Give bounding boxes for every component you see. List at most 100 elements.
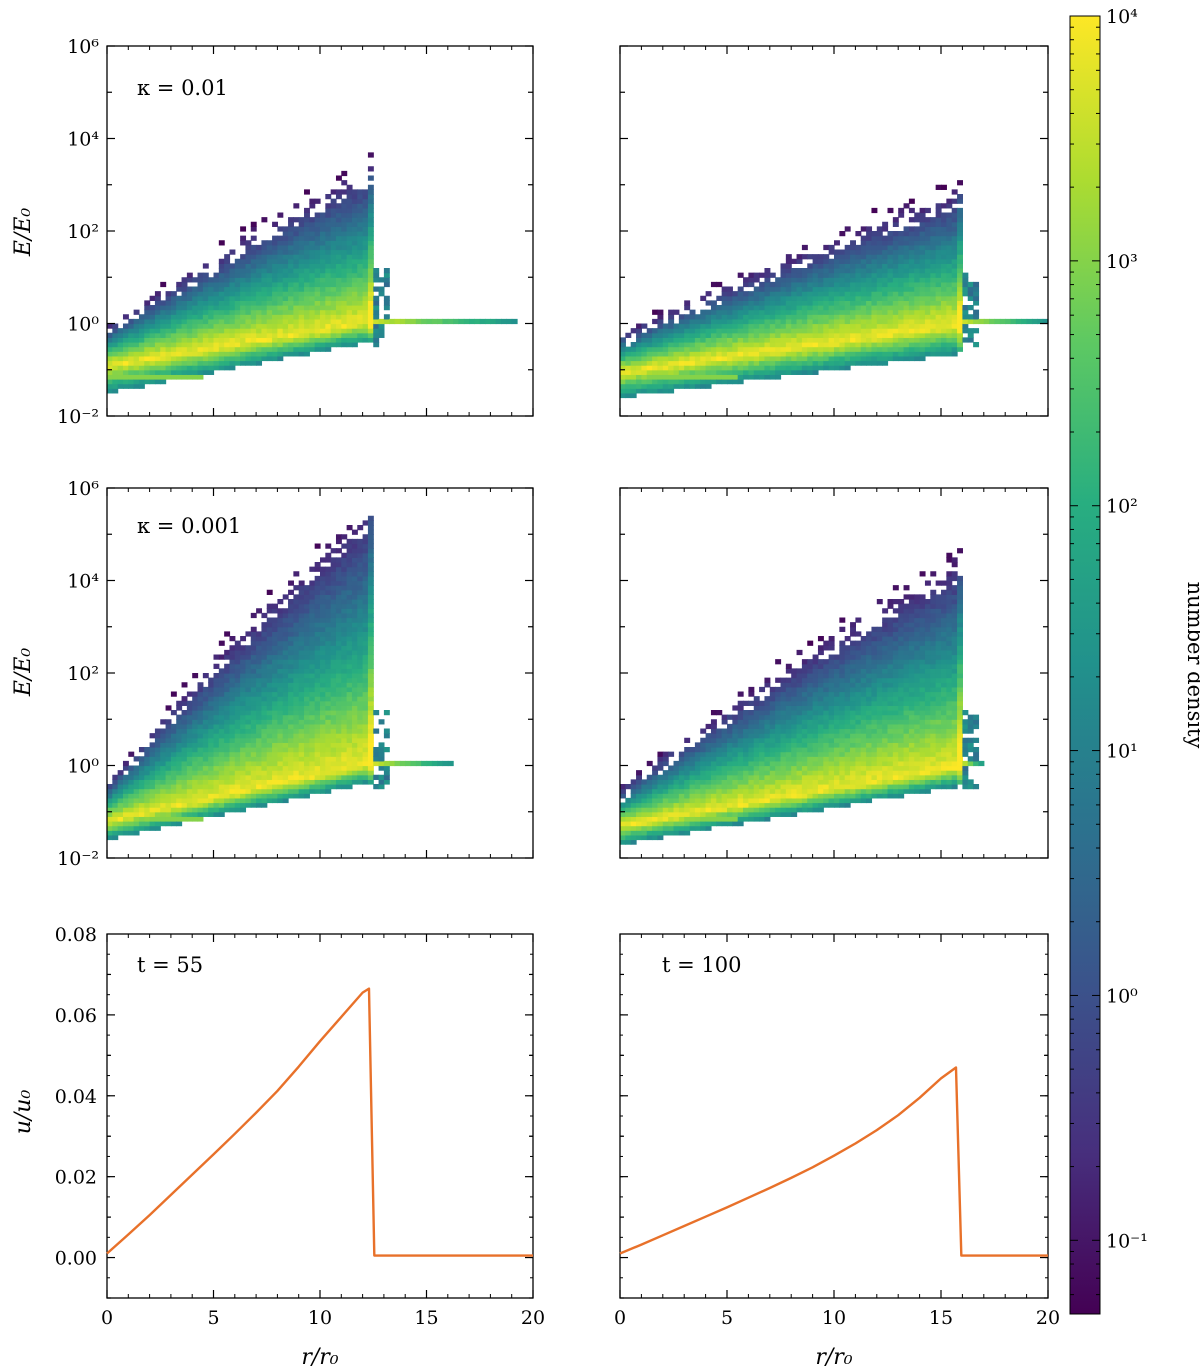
heatmap-cell [330, 649, 337, 656]
heatmap-cell [367, 747, 374, 753]
heatmap-cell [144, 369, 151, 375]
heatmap-cell [298, 677, 305, 683]
heatmap-cell [646, 351, 653, 357]
heatmap-cell [261, 756, 268, 762]
heatmap-cell [224, 682, 231, 688]
heatmap-cell [218, 291, 225, 297]
heatmap-cell [935, 268, 942, 274]
heatmap-cell [935, 281, 942, 288]
heatmap-cell [860, 342, 867, 348]
heatmap-cell [716, 355, 723, 362]
heatmap-cell [636, 369, 642, 375]
heatmap-cell [160, 821, 167, 827]
heatmap-cell [791, 281, 798, 288]
heatmap-cell [288, 281, 294, 288]
heatmap-cell [620, 821, 626, 827]
heatmap-cell [309, 314, 316, 320]
heatmap-cell [914, 281, 921, 288]
heatmap-cell [208, 691, 215, 697]
heatmap-cell [710, 365, 717, 371]
heatmap-cell [122, 816, 129, 822]
heatmap-cell [282, 710, 289, 716]
heatmap-cell [144, 807, 151, 813]
heatmap-cell [298, 314, 305, 320]
heatmap-cell [367, 538, 374, 545]
heatmap-cell [721, 332, 728, 338]
heatmap-cell [202, 323, 209, 329]
heatmap-cell [903, 314, 910, 320]
heatmap-cell [367, 612, 374, 619]
heatmap-cell [823, 295, 830, 301]
heatmap-cell [914, 240, 921, 246]
heatmap-cell [860, 281, 867, 288]
heatmap-cell [914, 217, 921, 223]
heatmap-cell [229, 663, 236, 669]
heatmap-cell [245, 733, 252, 739]
heatmap-cell [678, 351, 685, 357]
heatmap-cell [309, 760, 316, 767]
heatmap-cell [919, 337, 926, 343]
heatmap-cell [234, 677, 241, 683]
heatmap-cell [898, 351, 905, 357]
heatmap-cell [272, 705, 278, 711]
heatmap-cell [325, 640, 332, 646]
heatmap-cell [309, 747, 316, 753]
heatmap-cell [330, 751, 337, 757]
heatmap-cell [941, 217, 947, 223]
heatmap-cell [834, 342, 840, 348]
heatmap-cell [144, 774, 151, 780]
heatmap-cell [957, 207, 963, 214]
heatmap-cell [935, 231, 942, 237]
heatmap-cell [149, 747, 156, 753]
heatmap-cell [646, 830, 653, 836]
heatmap-cell [378, 765, 385, 771]
heatmap-cell [133, 351, 140, 357]
heatmap-cell [785, 254, 792, 260]
heatmap-cell [335, 263, 342, 269]
heatmap-cell [743, 346, 749, 352]
heatmap-cell [630, 784, 637, 790]
heatmap-cell [357, 747, 364, 753]
heatmap-cell [261, 217, 268, 223]
heatmap-cell [320, 608, 326, 614]
heatmap-cell [924, 309, 931, 315]
heatmap-cell [181, 281, 188, 288]
heatmap-cell [957, 286, 963, 292]
heatmap-cell [716, 365, 723, 371]
heatmap-cell [694, 383, 701, 389]
heatmap-cell [882, 258, 889, 264]
heatmap-cell [192, 807, 199, 813]
heatmap-cell [431, 760, 438, 767]
heatmap-cell [107, 365, 113, 371]
heatmap-cell [367, 659, 374, 665]
heatmap-cell [834, 258, 840, 264]
heatmap-cell [213, 314, 220, 320]
heatmap-cell [170, 295, 177, 301]
heatmap-cell [293, 770, 300, 776]
heatmap-cell [293, 622, 300, 628]
heatmap-cell [935, 277, 942, 283]
heatmap-cell [775, 286, 782, 292]
heatmap-cell [892, 300, 899, 306]
heatmap-cell [346, 184, 353, 190]
heatmap-cell [304, 640, 310, 646]
heatmap-cell [673, 332, 680, 338]
heatmap-cell [250, 770, 257, 776]
heatmap-cell [341, 217, 348, 223]
heatmap-cell [256, 682, 263, 688]
heatmap-cell [304, 217, 310, 223]
heatmap-cell [341, 779, 348, 785]
heatmap-cell [176, 811, 183, 817]
heatmap-cell [266, 649, 273, 656]
heatmap-cell [240, 337, 247, 343]
heatmap-cell [834, 360, 840, 366]
heatmap-cell [652, 355, 659, 362]
heatmap-cell [128, 383, 135, 389]
heatmap-cell [807, 365, 814, 371]
heatmap-cell [229, 770, 236, 776]
heatmap-cell [304, 281, 310, 288]
heatmap-cell [732, 332, 739, 338]
heatmap-cell [834, 346, 840, 352]
heatmap-cell [860, 300, 867, 306]
heatmap-cell [314, 231, 321, 237]
